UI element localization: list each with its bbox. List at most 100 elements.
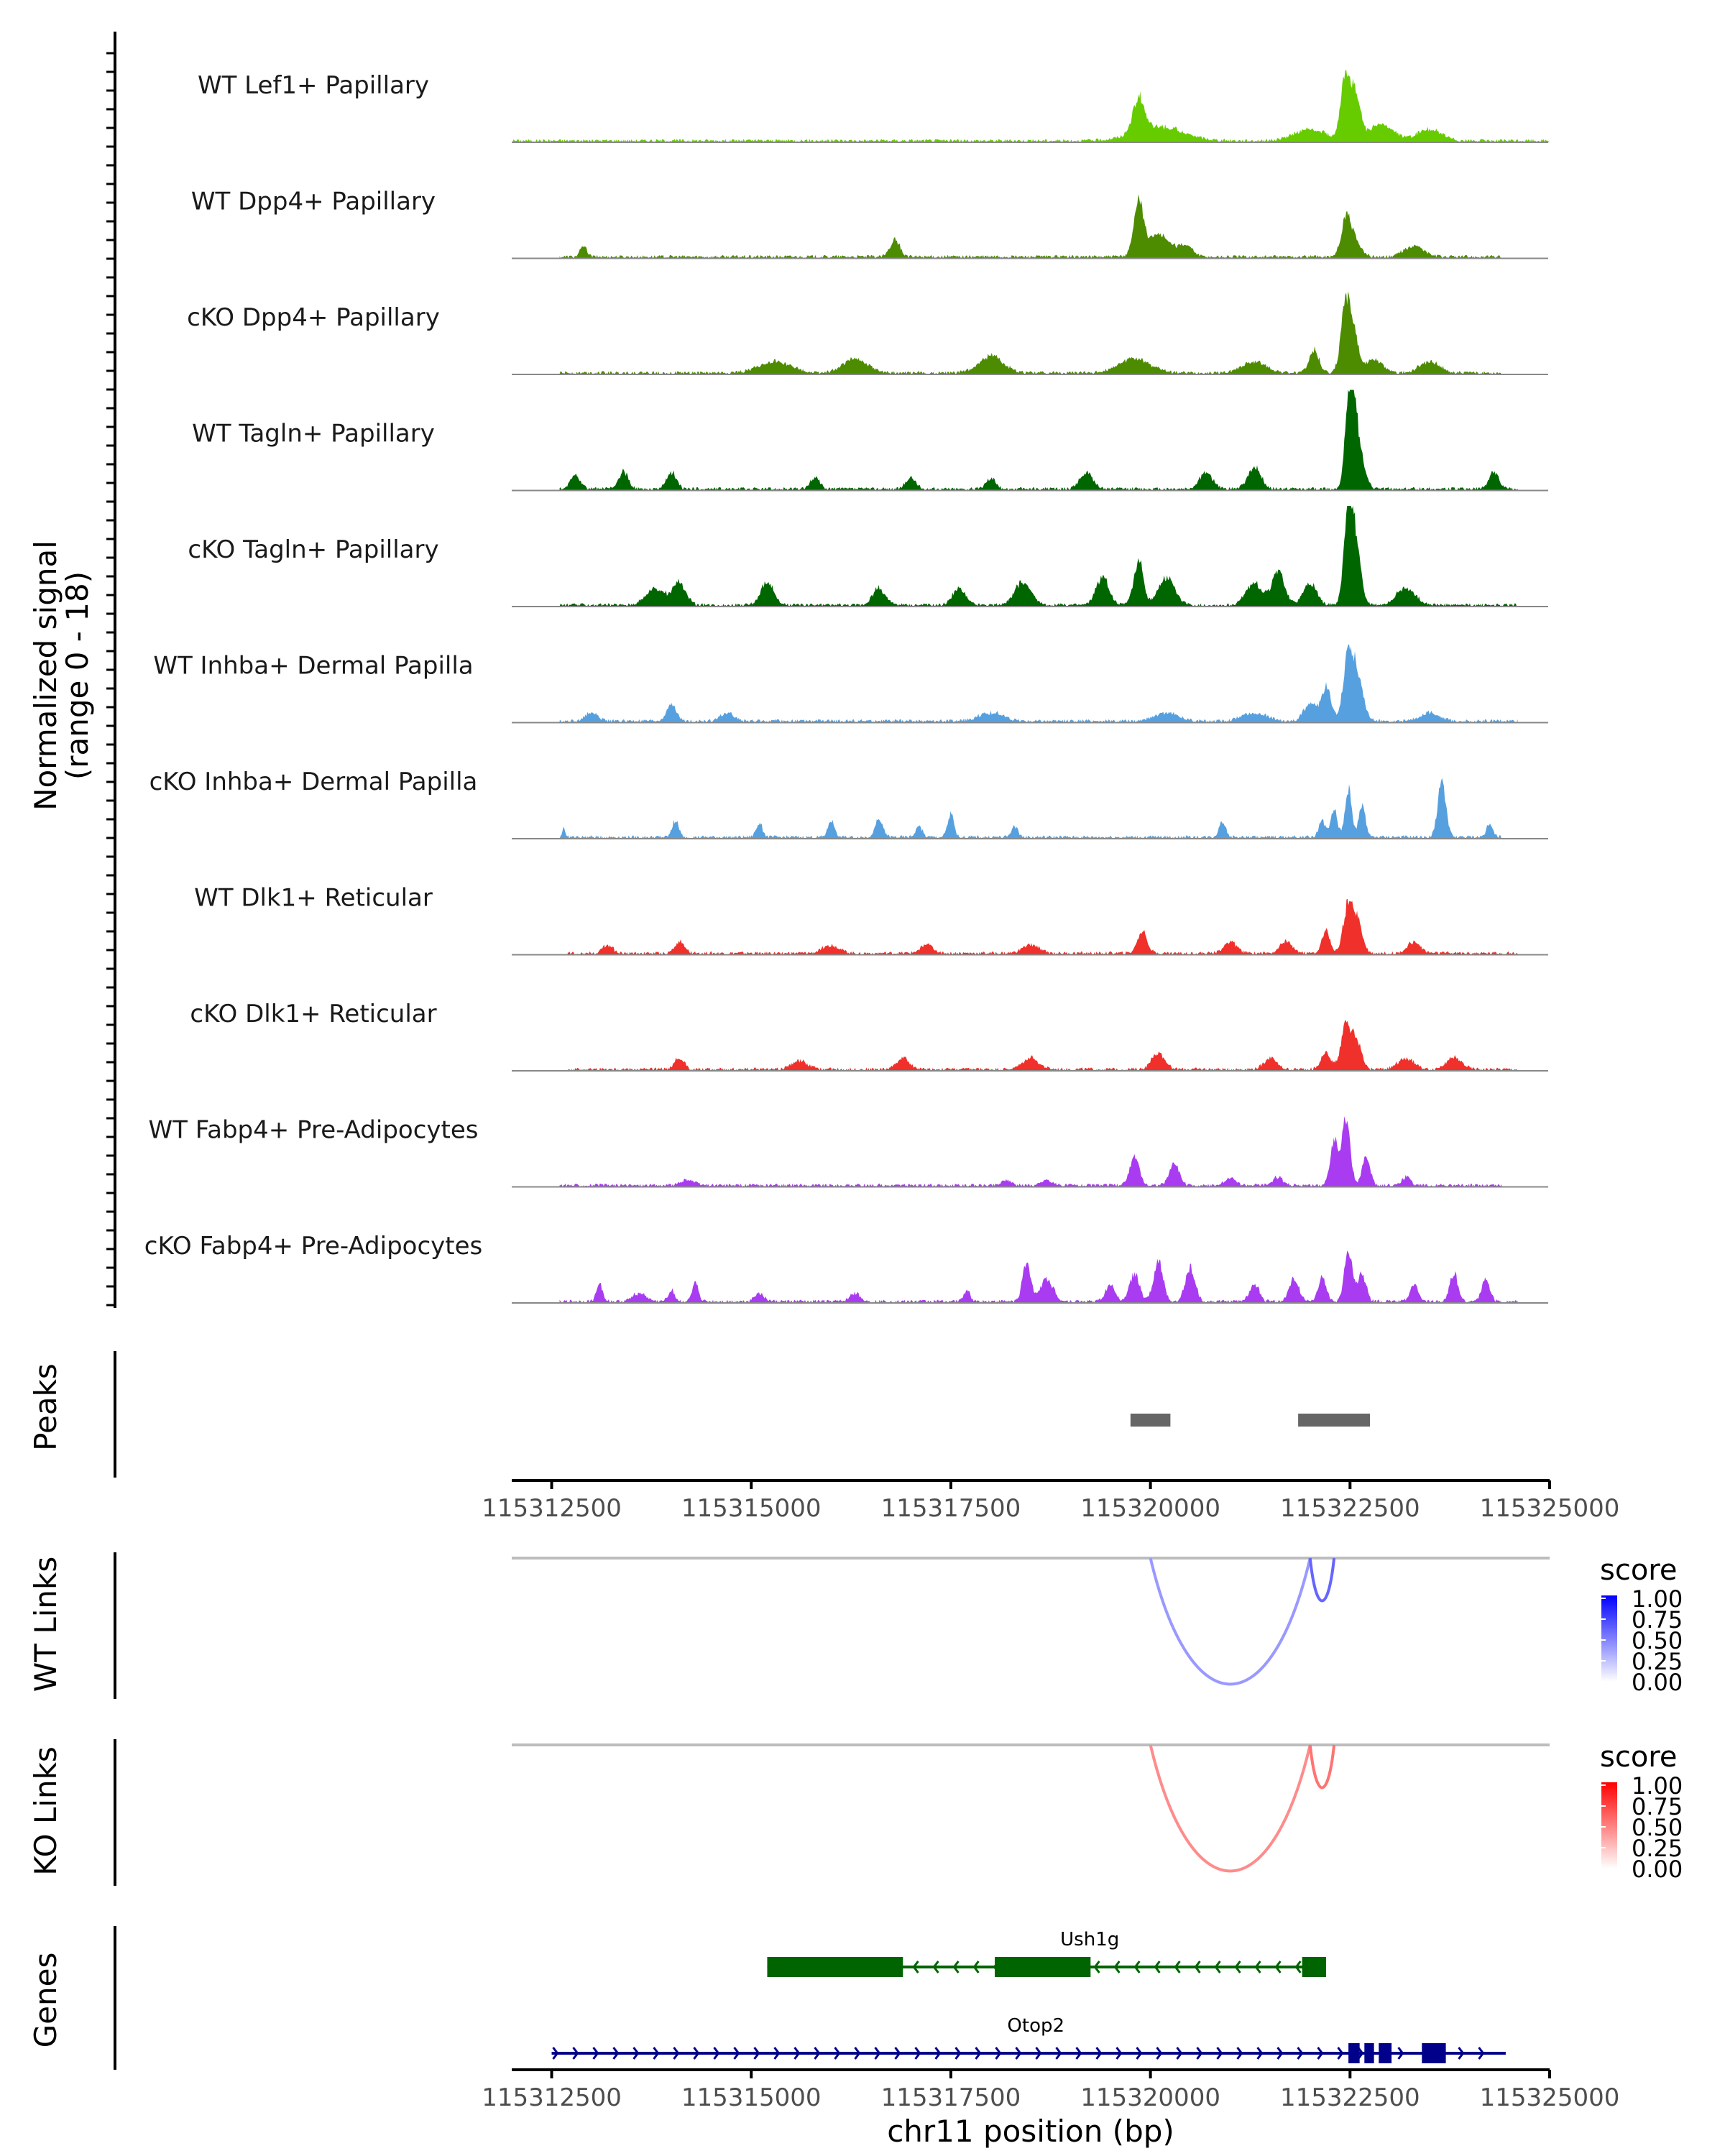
strand-arrow <box>1274 1961 1282 1973</box>
legend-tick-label: 0.50 <box>1632 1627 1683 1654</box>
gene-0: Ush1g <box>767 1929 1326 1977</box>
strand-arrow <box>1133 1961 1141 1973</box>
strand-arrow <box>995 2047 1002 2060</box>
strand-arrow <box>1095 2047 1103 2060</box>
legend-colorbar <box>1601 1595 1617 1682</box>
x-axis-tick-label: 115312500 <box>482 2083 622 2112</box>
strand-arrow <box>914 2047 921 2060</box>
peaks-track <box>114 1351 1371 1478</box>
coverage-area <box>559 194 1502 259</box>
gene-exon <box>995 1957 1091 1977</box>
strand-arrow <box>733 2047 740 2060</box>
strand-arrow <box>834 2047 841 2060</box>
peak-region <box>1130 1414 1171 1427</box>
strand-arrow <box>814 2047 821 2060</box>
links-tracks <box>114 1552 1550 1886</box>
track-3: WT Tagln+ Papillary <box>192 390 1548 492</box>
strand-arrow <box>1214 1961 1221 1973</box>
track-1: WT Dpp4+ Papillary <box>191 188 1548 259</box>
x-axis-tick-label: 115325000 <box>1480 2083 1620 2112</box>
track-10: cKO Fabp4+ Pre-Adipocytes <box>144 1232 1548 1304</box>
track-label: cKO Dlk1+ Reticular <box>190 1000 436 1028</box>
strand-arrow <box>874 2047 881 2060</box>
strand-arrow <box>1478 2047 1485 2060</box>
signal-y-axis-title-line1: Normalized signal <box>28 540 63 811</box>
genes-track: Ush1g Otop2 <box>114 1926 1506 2070</box>
strand-arrow <box>632 2047 640 2060</box>
strand-arrow <box>1234 1961 1241 1973</box>
track-0: WT Lef1+ Papillary <box>198 69 1550 143</box>
strand-arrow <box>673 2047 680 2060</box>
strand-arrow <box>1136 2047 1143 2060</box>
signal-y-axis <box>106 32 116 1308</box>
strand-arrow <box>1035 2047 1042 2060</box>
strand-arrow <box>934 2047 942 2060</box>
legend-tick-label: 0.25 <box>1632 1648 1683 1675</box>
track-label: cKO Fabp4+ Pre-Adipocytes <box>144 1232 483 1261</box>
strand-arrow <box>572 2047 579 2060</box>
strand-arrow <box>1337 2047 1344 2060</box>
x-axis-tick-label: 115322500 <box>1280 1494 1420 1523</box>
coverage-area <box>567 898 1518 955</box>
strand-arrow <box>894 2047 901 2060</box>
track-9: WT Fabp4+ Pre-Adipocytes <box>149 1116 1548 1188</box>
coverage-area <box>512 69 1550 142</box>
x-axis-tick-label: 115317500 <box>881 1494 1021 1523</box>
legend-colorbar <box>1601 1782 1617 1869</box>
coverage-area <box>567 1019 1518 1071</box>
strand-arrow <box>1075 2047 1082 2060</box>
x-axis-top: 115312500 115315000 115317500 115320000 1153… <box>482 1479 1619 1523</box>
links-track-0 <box>114 1552 1550 1699</box>
strand-arrow <box>552 2047 559 2060</box>
legend-tick-label: 0.00 <box>1632 1669 1683 1696</box>
strand-arrow <box>1458 2047 1465 2060</box>
strand-arrow <box>773 2047 781 2060</box>
strand-arrow <box>1113 1961 1121 1973</box>
x-axis-tick-label: 115312500 <box>482 1494 622 1523</box>
strand-arrow <box>794 2047 801 2060</box>
strand-arrow <box>693 2047 700 2060</box>
track-8: cKO Dlk1+ Reticular <box>190 1000 1548 1072</box>
coverage-tracks: WT Lef1+ Papillary WT Dpp4+ Papillary cKO … <box>144 69 1550 1304</box>
strand-arrow <box>1256 2047 1264 2060</box>
strand-arrow <box>592 2047 599 2060</box>
coverage-area <box>559 291 1502 374</box>
coverage-area <box>559 644 1518 723</box>
strand-arrow <box>1236 2047 1243 2060</box>
strand-arrow <box>954 2047 962 2060</box>
strand-arrow <box>952 1961 960 1973</box>
legend-tick-label: 0.25 <box>1632 1835 1683 1862</box>
strand-arrow <box>972 1961 980 1973</box>
track-label: WT Fabp4+ Pre-Adipocytes <box>149 1116 479 1145</box>
gene-name-label: Otop2 <box>1007 2015 1064 2037</box>
gene-exon <box>1348 2043 1360 2063</box>
legend-title: score <box>1600 1554 1677 1587</box>
x-axis-bottom: 115312500 115315000 115317500 115320000 1153… <box>482 2068 1620 2112</box>
track-6: cKO Inhba+ Dermal Papilla <box>150 768 1548 839</box>
strand-arrow <box>975 2047 982 2060</box>
x-axis-tick-label: 115320000 <box>1080 1494 1220 1523</box>
x-axis-tick-label: 115317500 <box>881 2083 1021 2112</box>
gene-1: Otop2 <box>551 2015 1506 2063</box>
track-4: cKO Tagln+ Papillary <box>188 506 1548 607</box>
peak-region <box>1298 1414 1371 1427</box>
coverage-area <box>559 506 1518 607</box>
gene-exon <box>1302 1957 1326 1977</box>
links-track-1 <box>114 1739 1550 1886</box>
gene-name-label: Ush1g <box>1060 1929 1119 1950</box>
gene-exon <box>1379 2043 1392 2063</box>
track-5: WT Inhba+ Dermal Papilla <box>153 644 1548 724</box>
legend-tick-label: 0.75 <box>1632 1606 1683 1634</box>
strand-arrow <box>713 2047 720 2060</box>
link-arc <box>1149 1557 1312 1686</box>
coverage-area <box>559 1116 1502 1187</box>
x-axis-tick-label: 115322500 <box>1280 2083 1420 2112</box>
peaks-track-label: Peaks <box>28 1363 63 1451</box>
link-arc <box>1308 1557 1336 1603</box>
strand-arrow <box>1216 2047 1223 2060</box>
legend-tick-label: 0.75 <box>1632 1793 1683 1820</box>
track-2: cKO Dpp4+ Papillary <box>187 291 1548 375</box>
strand-arrow <box>1174 1961 1181 1973</box>
